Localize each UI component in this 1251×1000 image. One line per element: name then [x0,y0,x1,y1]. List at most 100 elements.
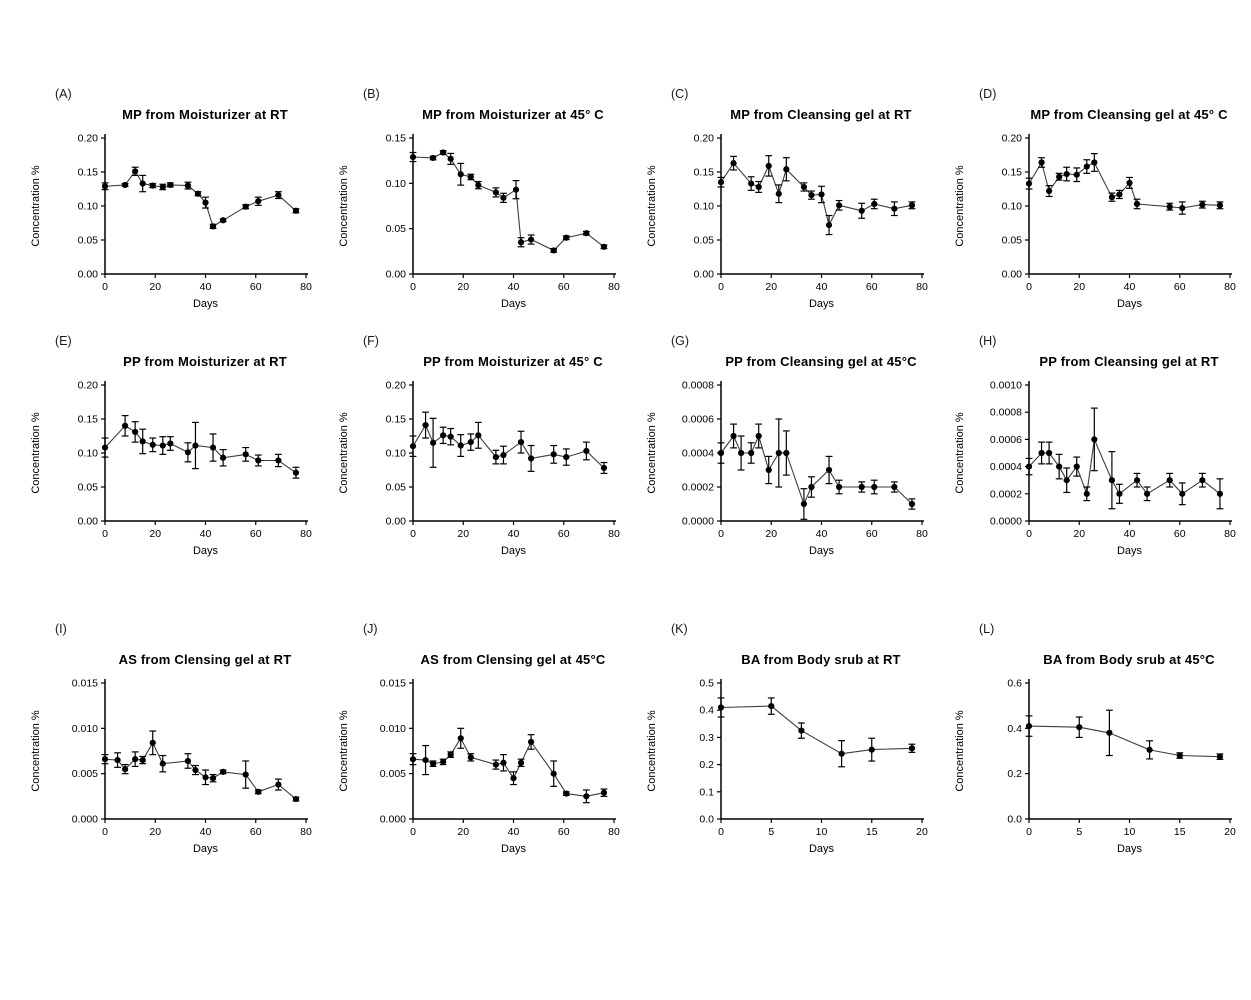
data-point [292,795,300,803]
panel-label: (J) [363,622,378,636]
data-point [1025,180,1033,187]
data-point [1126,179,1133,186]
data-point [242,203,249,210]
x-tick-label: 0 [102,826,108,838]
data-point [209,223,217,230]
data-point [1046,187,1053,195]
data-point [550,451,557,458]
data-point [748,449,755,457]
x-tick-label: 20 [916,826,928,838]
panel-label: (E) [55,334,72,348]
data-point [447,751,454,758]
data-point [167,181,174,189]
y-tick-label: 0.0000 [990,516,1022,528]
chart-title: MP from Moisturizer at RT [122,107,288,122]
data-point [202,774,209,781]
panel-E: (E) PP from Moisturizer at RT 0 20 40 60 80 0… [25,332,327,574]
data-point [748,180,755,187]
x-axis-label: Days [809,843,835,855]
data-point [808,483,815,491]
series-line [412,151,605,252]
x-tick-label: 40 [200,281,212,293]
y-axis-label: Concentration % [954,710,966,792]
data-point [149,182,156,189]
data-point [194,190,202,197]
x-tick-label: 0 [410,528,416,540]
x-tick-label: 0 [410,281,416,293]
data-point [219,454,227,461]
y-tick-label: 0.0010 [990,380,1022,392]
panel-label: (D) [979,87,997,101]
y-tick-label: 0.00 [78,516,99,528]
y-tick-label: 0.10 [386,448,407,460]
y-tick-label: 0.10 [78,448,99,460]
data-point [527,738,535,746]
y-tick-label: 0.05 [694,235,715,247]
data-point [1046,449,1053,457]
data-point [440,149,447,156]
data-point [908,202,916,209]
data-point [149,739,156,746]
x-tick-label: 20 [1224,826,1236,838]
panel-label: (I) [55,622,67,636]
x-tick-label: 60 [250,281,262,293]
data-point [1166,203,1173,210]
data-point [871,200,878,208]
y-tick-label: 0.15 [1002,167,1023,179]
panel-F: (F) PP from Moisturizer at 45° C 0 20 40 60… [333,332,635,574]
x-tick-label: 80 [916,528,928,540]
panel-label: (B) [363,87,380,101]
data-point [132,428,139,436]
data-point [292,469,300,476]
x-axis-label: Days [1117,843,1143,855]
data-point [1116,191,1123,198]
x-axis-label: Days [501,298,527,310]
data-point [1091,159,1098,166]
data-point [1083,490,1090,497]
data-point [101,444,109,451]
y-tick-label: 0.20 [78,133,99,145]
x-axis-label: Days [809,545,835,557]
data-point [139,180,146,187]
chart-title: PP from Moisturizer at 45° C [423,354,603,369]
data-point [101,756,109,763]
data-point [219,768,227,775]
y-axis-label: Concentration % [646,412,658,494]
y-axis-label: Concentration % [30,165,42,247]
y-tick-label: 0.00 [386,269,407,281]
data-point [755,432,762,440]
data-point [1146,746,1153,753]
chart-title: MP from Cleansing gel at RT [730,107,912,122]
data-point [1179,204,1186,212]
line-chart: 0 20 40 60 80 0.00 0.05 0.10 0.15 Days Concentrati… [338,133,620,311]
y-tick-label: 0.0006 [682,414,714,426]
y-tick-label: 0.000 [380,814,406,826]
data-point [492,761,500,768]
y-axis-label: Concentration % [954,412,966,494]
y-tick-label: 0.2 [699,759,714,771]
data-point [422,422,429,429]
x-tick-label: 80 [608,281,620,293]
data-point [1056,463,1063,470]
line-chart: 0 5 10 15 20 0.0 0.2 0.4 0.6 Days Concentration % [954,678,1236,856]
y-tick-label: 0.20 [1002,133,1023,145]
y-tick-label: 0.10 [1002,201,1023,213]
data-point [114,756,121,764]
data-point [563,234,570,241]
data-point [835,202,843,209]
chart-title: PP from Cleansing gel at 45°C [725,354,917,369]
data-point [1076,724,1083,731]
panel-label: (K) [671,622,688,636]
data-point [1063,170,1070,178]
panel-label: (A) [55,87,72,101]
x-tick-label: 60 [866,528,878,540]
x-tick-label: 40 [1124,528,1136,540]
x-axis-label: Days [1117,298,1143,310]
data-point [550,247,557,254]
panel-K: (K) BA from Body srub at RT 0 5 10 15 20 0.0 0… [641,620,943,862]
x-tick-label: 80 [608,528,620,540]
y-tick-label: 0.15 [386,414,407,426]
x-axis-label: Days [193,298,219,310]
data-point [440,758,447,765]
series-line [1028,161,1220,209]
